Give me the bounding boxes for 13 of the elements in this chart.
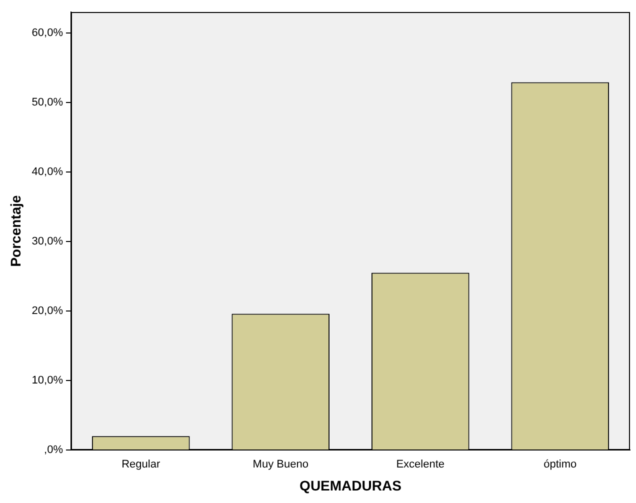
y-tick-label: 30,0%: [32, 235, 64, 248]
x-tick-label: óptimo: [544, 458, 577, 471]
x-tick-label: Regular: [122, 458, 160, 471]
y-tick-label: ,0%: [44, 444, 64, 456]
y-tick-label: 10,0%: [32, 374, 64, 387]
x-axis-title: QUEMADURAS: [300, 477, 402, 494]
y-tick-label: 50,0%: [32, 96, 64, 108]
y-axis-title: Porcentaje: [7, 194, 24, 267]
y-tick-label: 20,0%: [32, 304, 64, 317]
y-tick-label: 60,0%: [32, 26, 64, 39]
y-tick-label: 40,0%: [32, 166, 64, 178]
x-tick-label: Muy Bueno: [252, 458, 308, 471]
x-tick-label: Excelente: [396, 458, 445, 471]
